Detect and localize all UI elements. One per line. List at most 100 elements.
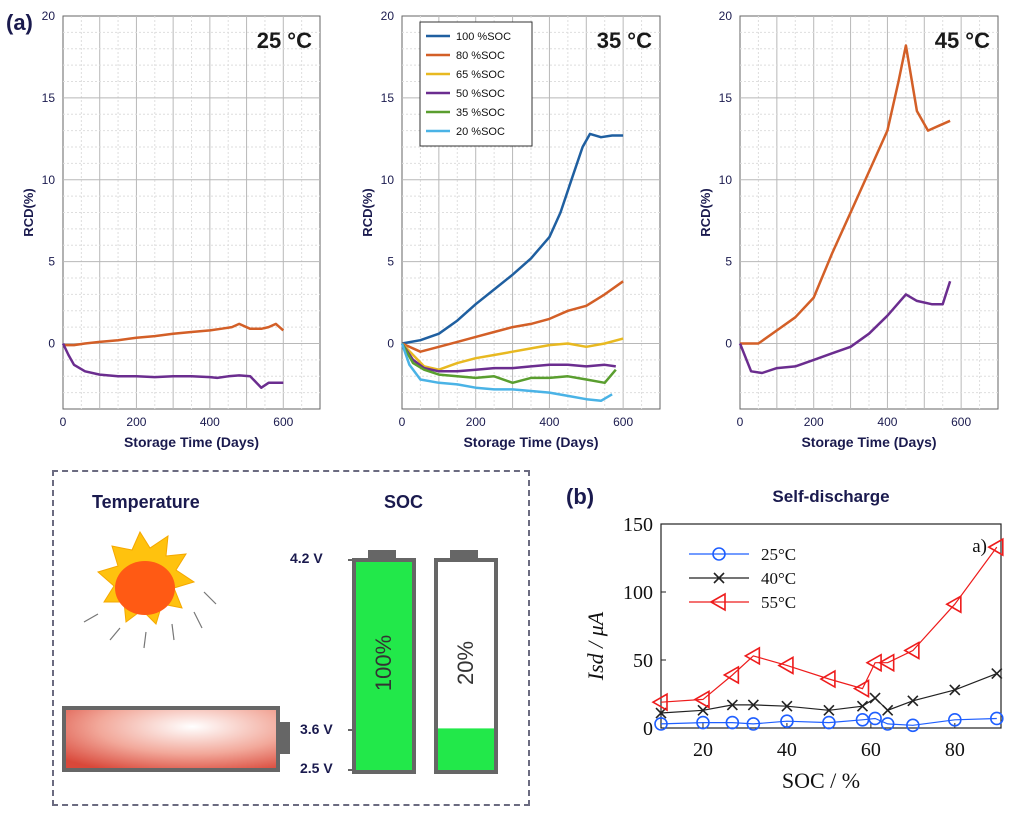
heated-battery-icon	[62, 706, 290, 772]
voltage-3-6: 3.6 V	[300, 721, 333, 737]
chart-35c-series-4	[400, 342, 617, 385]
chart-self-discharge-point-0-5	[822, 715, 836, 730]
chart-25c-series-0	[63, 322, 285, 347]
chart-self-discharge-title: Self-discharge	[772, 487, 889, 506]
chart-45c-xlabel: Storage Time (Days)	[801, 434, 936, 450]
chart-self-discharge-point-2-1	[693, 690, 710, 709]
chart-25c-xtick-2: 400	[200, 415, 220, 429]
chart-self-discharge-xtick-3: 80	[945, 739, 965, 761]
chart-self-discharge-point-2-0	[651, 692, 668, 712]
chart-self-discharge-point-1-3-b	[747, 699, 759, 711]
chart-self-discharge-legend-label-1: 40°C	[761, 569, 796, 588]
chart-self-discharge-point-0-4	[780, 714, 794, 729]
chart-self-discharge-series-0	[660, 717, 997, 726]
chart-self-discharge-annotation: a)	[972, 536, 987, 557]
chart-25c-ytick-1: 5	[48, 255, 55, 269]
chart-45c-ytick-0: 0	[725, 337, 732, 351]
chart-self-discharge-ylabel: Isd / μA	[583, 611, 608, 681]
chart-self-discharge-series-1	[660, 673, 998, 714]
chart-45c-xtick-3: 600	[951, 415, 971, 429]
battery-low-icon	[434, 550, 498, 774]
chart-45c-ytick-2: 10	[719, 173, 733, 187]
chart-self-discharge-ytick-3: 150	[623, 514, 653, 536]
chart-self-discharge-point-0-10	[948, 713, 962, 727]
chart-45c-annotation: 45 °C	[935, 28, 990, 53]
chart-self-discharge-legend-marker-2	[709, 592, 726, 612]
voltage-4-2: 4.2 V	[290, 550, 323, 566]
chart-self-discharge-point-1-10	[949, 684, 961, 696]
chart-self-discharge-point-1-1-b	[697, 704, 709, 716]
battery-low-label: 20%	[453, 640, 478, 686]
chart-45c-ytick-1: 5	[725, 255, 732, 269]
chart-25c-ytick-3: 15	[42, 91, 56, 105]
chart-45c-ytick-4: 20	[719, 9, 733, 23]
chart-self-discharge-point-2-5	[819, 669, 836, 689]
chart-self-discharge-point-1-5	[823, 704, 835, 716]
chart-self-discharge-point-1-2-b	[726, 699, 738, 711]
chart-self-discharge-legend-box	[686, 539, 838, 621]
chart-self-discharge-legend-marker-0	[712, 547, 726, 561]
chart-self-discharge-point-1-11-b	[991, 668, 1003, 680]
chart-25c-series-1	[61, 342, 284, 389]
diagram-graphics	[62, 530, 498, 774]
chart-25c-ytick-4: 20	[42, 9, 56, 23]
chart-25c-ytick-2: 10	[42, 173, 56, 187]
chart-self-discharge-point-1-5-b	[823, 704, 835, 716]
chart-self-discharge-point-1-10-b	[949, 684, 961, 696]
chart-35c-series-0	[401, 132, 624, 345]
temperature-soc-diagram: Temperature SOC	[52, 470, 530, 806]
chart-self-discharge-point-2-4	[777, 656, 794, 675]
temperature-label: Temperature	[92, 492, 200, 512]
chart-self-discharge-legend-label-0: 25°C	[761, 545, 796, 564]
chart-self-discharge-point-2-2	[722, 665, 740, 685]
chart-35c-xtick-0: 0	[399, 415, 406, 429]
chart-35c-xlabel: Storage Time (Days)	[463, 434, 598, 450]
chart-self-discharge-legend-marker-1	[713, 572, 725, 584]
chart-35c-ytick-4: 20	[381, 9, 395, 23]
panel-label-b: (b)	[566, 484, 595, 509]
chart-self-discharge-point-1-9	[907, 695, 919, 707]
soc-label: SOC	[384, 492, 424, 512]
chart-25c-ylabel: RCD(%)	[21, 188, 36, 236]
chart-35c-xtick-1: 200	[466, 415, 486, 429]
voltage-2-5: 2.5 V	[300, 760, 333, 776]
sun-icon	[83, 530, 217, 649]
chart-45c-series-1	[738, 280, 952, 375]
chart-45c-ytick-3: 15	[719, 91, 733, 105]
chart-25c-xlabel: Storage Time (Days)	[124, 434, 259, 450]
chart-self-discharge-xtick-1: 40	[777, 739, 797, 761]
chart-45c-series-0	[740, 44, 951, 345]
chart-self-discharge-point-1-0-b	[655, 707, 667, 719]
battery-full-icon	[352, 550, 416, 774]
chart-self-discharge-point-1-6-b	[856, 700, 869, 712]
chart-self-discharge-point-0-8	[880, 717, 895, 731]
chart-self-discharge-legend-label-2: 55°C	[761, 593, 796, 612]
chart-self-discharge-point-1-11	[991, 668, 1003, 680]
chart-45c-xtick-0: 0	[737, 415, 744, 429]
chart-35c-ytick-2: 10	[381, 173, 395, 187]
chart-35c-ylabel: RCD(%)	[360, 188, 375, 236]
chart-35c-legend-label-3: 50 %SOC	[456, 88, 505, 100]
chart-self-discharge-point-1-6	[856, 700, 869, 712]
chart-self-discharge-ytick-1: 50	[633, 650, 653, 672]
chart-self-discharge-point-1-2	[726, 699, 738, 711]
chart-self-discharge-point-1-1	[697, 704, 709, 716]
chart-45c-ylabel: RCD(%)	[698, 188, 713, 236]
chart-self-discharge-point-1-3	[747, 699, 759, 711]
chart-25c-xtick-0: 0	[60, 415, 67, 429]
chart-self-discharge-point-2-8	[878, 653, 895, 673]
chart-35c-xtick-3: 600	[613, 415, 633, 429]
chart-45c-xtick-2: 400	[877, 415, 897, 429]
chart-35c-series-1	[401, 280, 624, 353]
chart-self-discharge-point-0-7	[868, 711, 882, 726]
chart-35c-legend-label-5: 20 %SOC	[456, 126, 505, 138]
chart-35c-legend-label-2: 65 %SOC	[456, 69, 505, 81]
chart-35c-legend-box	[419, 21, 533, 147]
chart-self-discharge-point-2-9	[903, 641, 920, 660]
chart-self-discharge-point-0-9	[906, 718, 920, 733]
chart-self-discharge-legend-marker-1-b	[713, 572, 725, 584]
chart-35c-legend-label-1: 80 %SOC	[456, 50, 505, 62]
chart-25c-xtick-3: 600	[273, 415, 293, 429]
